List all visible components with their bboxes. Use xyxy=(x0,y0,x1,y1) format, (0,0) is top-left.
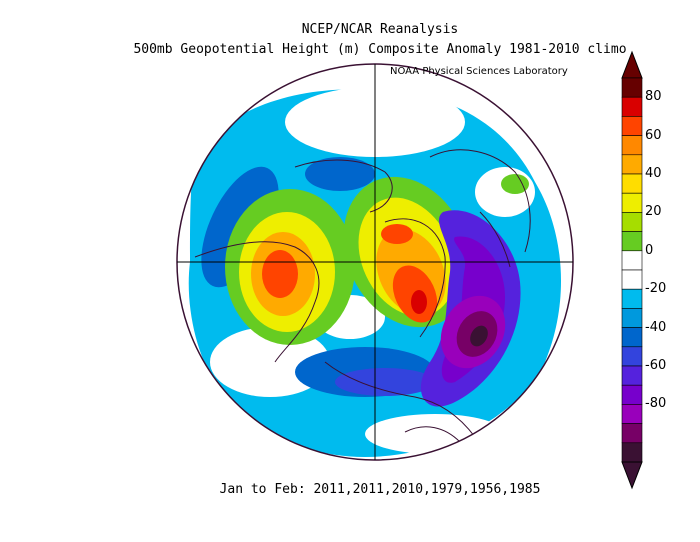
color-scale xyxy=(621,50,643,490)
color-scale-label: 60 xyxy=(645,127,662,143)
color-scale-swatch xyxy=(621,250,643,271)
color-scale-swatch xyxy=(621,442,643,463)
color-scale-swatch xyxy=(621,116,643,136)
polar-map xyxy=(176,63,574,461)
color-scale-swatch xyxy=(621,135,643,156)
color-scale-swatch xyxy=(621,77,643,98)
color-scale-label: 40 xyxy=(645,166,662,181)
color-scale-swatch xyxy=(621,346,643,367)
color-scale-swatch xyxy=(621,423,643,444)
color-scale-label: -80 xyxy=(645,396,667,412)
color-scale-swatch xyxy=(621,231,643,252)
color-scale-swatch xyxy=(621,192,643,213)
color-scale-swatch xyxy=(621,365,643,386)
color-scale-swatch xyxy=(621,173,643,194)
period-caption: Jan to Feb: 2011,2011,2010,1979,1956,198… xyxy=(219,482,541,497)
color-scale-swatch xyxy=(621,404,643,424)
color-scale-swatch xyxy=(621,269,643,290)
color-scale-swatch xyxy=(621,327,643,348)
color-scale-label: 20 xyxy=(645,204,662,220)
color-scale-swatch xyxy=(621,288,643,309)
color-scale-min-arrow xyxy=(621,461,643,490)
color-scale-swatch xyxy=(621,308,643,328)
color-scale-swatch xyxy=(621,154,643,175)
color-scale-label: -60 xyxy=(645,358,667,373)
color-scale-label: -40 xyxy=(645,319,667,335)
data-source-credit: NOAA Physical Sciences Laboratory xyxy=(390,66,568,77)
color-scale-max-arrow xyxy=(621,50,643,79)
color-scale-swatch xyxy=(621,212,643,232)
color-scale-swatch xyxy=(621,96,643,117)
color-scale-label: 0 xyxy=(645,242,654,258)
color-scale-swatch xyxy=(621,384,643,405)
map-title: NCEP/NCAR Reanalysis xyxy=(301,22,459,37)
map-subtitle: 500mb Geopotential Height (m) Composite … xyxy=(133,42,627,57)
color-scale-label: 80 xyxy=(645,89,662,105)
color-scale-label: -20 xyxy=(645,281,667,297)
